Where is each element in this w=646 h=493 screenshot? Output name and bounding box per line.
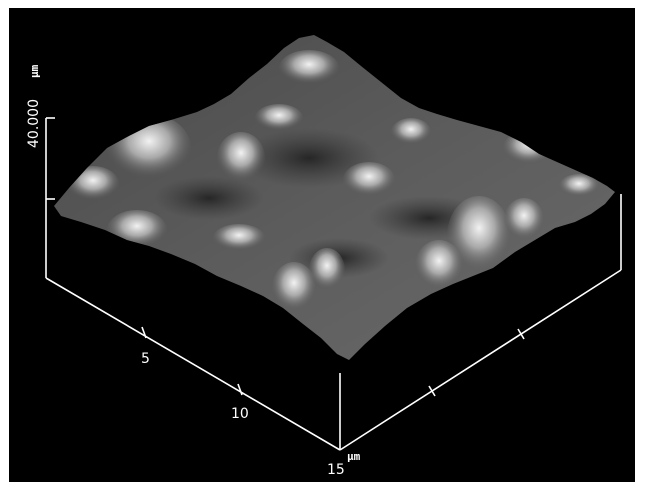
axes	[45, 117, 622, 451]
afm-3d-topography-image: µm 40.000 5 10 15 µm	[9, 8, 635, 482]
x-axis-tick-2	[517, 328, 525, 340]
surface	[54, 35, 615, 360]
x-axis-unit-label: µm	[347, 450, 361, 463]
y-axis-label-10: 10	[231, 406, 249, 422]
z-axis-max-label: 40.000	[26, 99, 42, 148]
y-axis-tick-5	[141, 326, 147, 339]
z-axis-unit-label: µm	[28, 64, 41, 78]
y-axis-label-15: 15	[327, 462, 345, 478]
y-axis	[45, 277, 341, 451]
y-axis-label-5: 5	[141, 351, 150, 367]
x-axis	[339, 269, 622, 451]
x-axis-tick-1	[428, 385, 436, 397]
afm-surface-plot: µm 40.000 5 10 15 µm	[26, 35, 622, 478]
y-axis-tick-10	[237, 383, 243, 396]
